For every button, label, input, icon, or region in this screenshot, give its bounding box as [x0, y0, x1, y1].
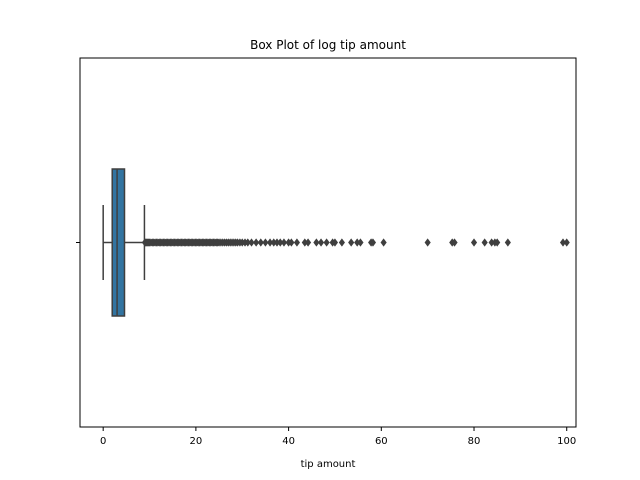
- x-tick-label: 60: [375, 436, 388, 447]
- outlier-point: [338, 238, 345, 247]
- outlier-point: [563, 238, 570, 247]
- outlier-point: [348, 238, 355, 247]
- outlier-point: [257, 238, 264, 247]
- outlier-point: [288, 238, 295, 247]
- outlier-point: [504, 238, 511, 247]
- outlier-point: [331, 238, 339, 247]
- x-tick-label: 100: [557, 436, 576, 447]
- outlier-point: [313, 238, 320, 247]
- outlier-point: [280, 238, 288, 247]
- x-axis-label: tip amount: [301, 459, 356, 470]
- x-axis: 0 20 40 60 80 100: [100, 427, 576, 447]
- chart-title: Box Plot of log tip amount: [250, 38, 406, 52]
- outlier-point: [248, 238, 255, 247]
- outlier-point: [323, 238, 330, 247]
- outlier-point: [451, 238, 458, 247]
- outlier-point: [424, 238, 431, 247]
- iqr-box: [111, 168, 126, 317]
- outlier-point: [494, 238, 501, 247]
- outlier-point: [481, 238, 488, 247]
- x-tick-label: 40: [282, 436, 295, 447]
- x-tick-label: 80: [468, 436, 481, 447]
- outlier-point: [369, 238, 377, 247]
- outlier-point: [470, 238, 478, 247]
- outlier-point: [380, 238, 387, 247]
- x-tick-label: 20: [190, 436, 203, 447]
- outlier-point: [357, 238, 364, 247]
- outlier-point: [293, 238, 301, 247]
- outlier-point: [317, 238, 325, 247]
- x-tick-label: 0: [100, 436, 106, 447]
- outlier-point: [253, 238, 260, 247]
- outlier-point: [304, 238, 312, 247]
- outlier-point: [262, 238, 269, 247]
- plot-area: [102, 168, 570, 317]
